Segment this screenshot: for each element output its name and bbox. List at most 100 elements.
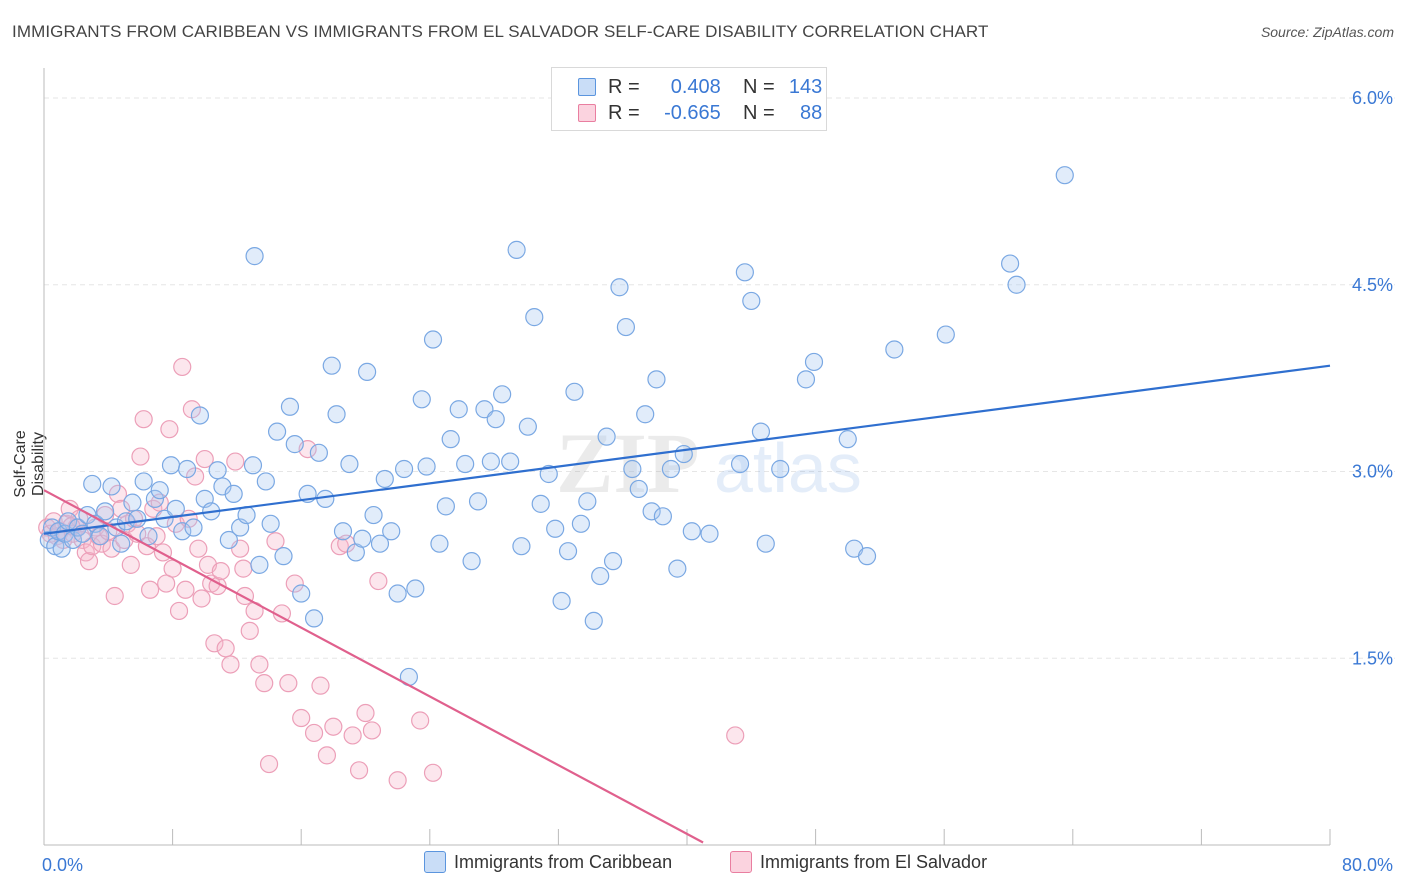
watermark: ZIP atlas bbox=[556, 415, 862, 511]
data-point-el-salvador bbox=[157, 574, 176, 593]
data-point-el-salvador bbox=[105, 586, 124, 606]
data-point-caribbean bbox=[857, 547, 877, 566]
series-legend-item-caribbean[interactable]: Immigrants from Caribbean bbox=[424, 851, 672, 873]
gridlines bbox=[44, 97, 1395, 659]
data-point-caribbean bbox=[123, 493, 142, 512]
data-point-caribbean bbox=[623, 459, 642, 479]
data-point-caribbean bbox=[280, 397, 300, 416]
data-point-caribbean bbox=[735, 263, 754, 282]
legend-r-label: R = bbox=[608, 75, 640, 98]
data-point-el-salvador bbox=[176, 580, 195, 599]
legend-n-value-caribbean: 143 bbox=[788, 75, 823, 98]
legend-n-label: N = bbox=[743, 101, 775, 124]
data-point-el-salvador bbox=[169, 601, 189, 621]
data-point-el-salvador bbox=[279, 674, 298, 693]
data-point-caribbean bbox=[274, 547, 293, 566]
data-point-caribbean bbox=[95, 502, 115, 521]
data-point-caribbean bbox=[565, 382, 584, 401]
data-point-caribbean bbox=[150, 481, 169, 500]
data-point-caribbean bbox=[936, 325, 955, 344]
source-label: Source: ZipAtlas.com bbox=[1260, 24, 1394, 40]
data-point-caribbean bbox=[804, 352, 824, 372]
data-point-el-salvador bbox=[216, 639, 235, 658]
data-point-caribbean bbox=[245, 247, 264, 266]
data-point-caribbean bbox=[406, 579, 425, 598]
x-tick-label: 80.0% bbox=[1342, 855, 1393, 875]
data-point-caribbean bbox=[322, 356, 341, 375]
legend-r-value-el-salvador: -0.665 bbox=[664, 101, 721, 124]
data-point-caribbean bbox=[224, 484, 243, 504]
data-point-caribbean bbox=[674, 444, 693, 464]
data-point-caribbean bbox=[333, 522, 353, 541]
data-point-caribbean bbox=[190, 406, 210, 425]
data-point-caribbean bbox=[436, 497, 455, 516]
data-point-el-salvador bbox=[285, 574, 304, 593]
data-point-el-salvador bbox=[131, 447, 150, 466]
data-point-caribbean bbox=[468, 492, 488, 511]
legend-r-value-caribbean: 0.408 bbox=[670, 75, 721, 98]
data-point-caribbean bbox=[256, 472, 275, 491]
y-tick-label: 1.5% bbox=[1352, 648, 1393, 668]
data-point-caribbean bbox=[243, 456, 263, 475]
data-point-caribbean bbox=[177, 459, 197, 479]
data-point-el-salvador bbox=[324, 717, 343, 736]
data-point-caribbean bbox=[316, 489, 335, 508]
data-point-caribbean bbox=[501, 452, 520, 471]
data-point-caribbean bbox=[219, 530, 238, 550]
legend-row-caribbean: R = 0.408 N = 143 bbox=[578, 75, 822, 99]
data-point-caribbean bbox=[449, 400, 468, 419]
data-point-el-salvador bbox=[211, 561, 230, 581]
data-point-caribbean bbox=[358, 362, 377, 381]
data-point-caribbean bbox=[756, 534, 775, 553]
data-point-caribbean bbox=[161, 456, 181, 475]
legend-swatch-el-salvador bbox=[578, 104, 596, 122]
data-point-caribbean bbox=[208, 461, 227, 480]
data-point-caribbean bbox=[112, 534, 131, 553]
data-point-caribbean bbox=[292, 584, 311, 603]
data-point-caribbean bbox=[83, 474, 102, 494]
data-point-caribbean bbox=[456, 454, 475, 474]
data-point-el-salvador bbox=[102, 539, 121, 558]
series-legend-item-el-salvador[interactable]: Immigrants from El Salvador bbox=[730, 851, 987, 873]
data-point-caribbean bbox=[682, 522, 701, 541]
data-point-el-salvador bbox=[423, 763, 443, 782]
data-point-caribbean bbox=[394, 459, 414, 479]
data-point-caribbean bbox=[558, 542, 578, 561]
data-point-caribbean bbox=[661, 459, 681, 479]
legend-n-value-el-salvador: 88 bbox=[800, 101, 823, 124]
data-point-caribbean bbox=[382, 522, 401, 541]
legend-r-label: R = bbox=[608, 101, 640, 124]
data-point-caribbean bbox=[616, 317, 636, 337]
data-point-caribbean bbox=[584, 611, 603, 631]
data-point-el-salvador bbox=[121, 555, 140, 574]
data-point-caribbean bbox=[730, 454, 750, 474]
data-point-caribbean bbox=[430, 534, 449, 553]
data-point-el-salvador bbox=[356, 703, 375, 723]
data-point-caribbean bbox=[462, 552, 481, 571]
series-label-el-salvador: Immigrants from El Salvador bbox=[760, 851, 988, 872]
data-point-caribbean bbox=[285, 435, 304, 454]
data-point-el-salvador bbox=[349, 761, 369, 780]
data-point-caribbean bbox=[597, 427, 616, 446]
data-point-el-salvador bbox=[173, 357, 192, 377]
data-point-caribbean bbox=[423, 330, 443, 349]
data-point-caribbean bbox=[796, 370, 816, 389]
data-point-el-salvador bbox=[255, 674, 274, 693]
data-point-caribbean bbox=[512, 537, 531, 556]
data-point-caribbean bbox=[309, 443, 328, 462]
data-point-caribbean bbox=[603, 552, 623, 571]
data-point-el-salvador bbox=[259, 754, 279, 774]
data-point-el-salvador bbox=[205, 634, 224, 653]
series-swatch-caribbean bbox=[424, 851, 446, 873]
axes bbox=[43, 68, 1331, 846]
data-point-caribbean bbox=[304, 609, 324, 628]
data-point-caribbean bbox=[531, 494, 550, 513]
data-point-caribbean bbox=[145, 489, 165, 508]
data-point-caribbean bbox=[1055, 166, 1074, 185]
data-point-el-salvador bbox=[369, 571, 388, 591]
trend-lines bbox=[43, 364, 1331, 844]
data-point-el-salvador bbox=[292, 708, 311, 728]
data-point-caribbean bbox=[629, 479, 648, 499]
data-point-caribbean bbox=[184, 518, 203, 537]
